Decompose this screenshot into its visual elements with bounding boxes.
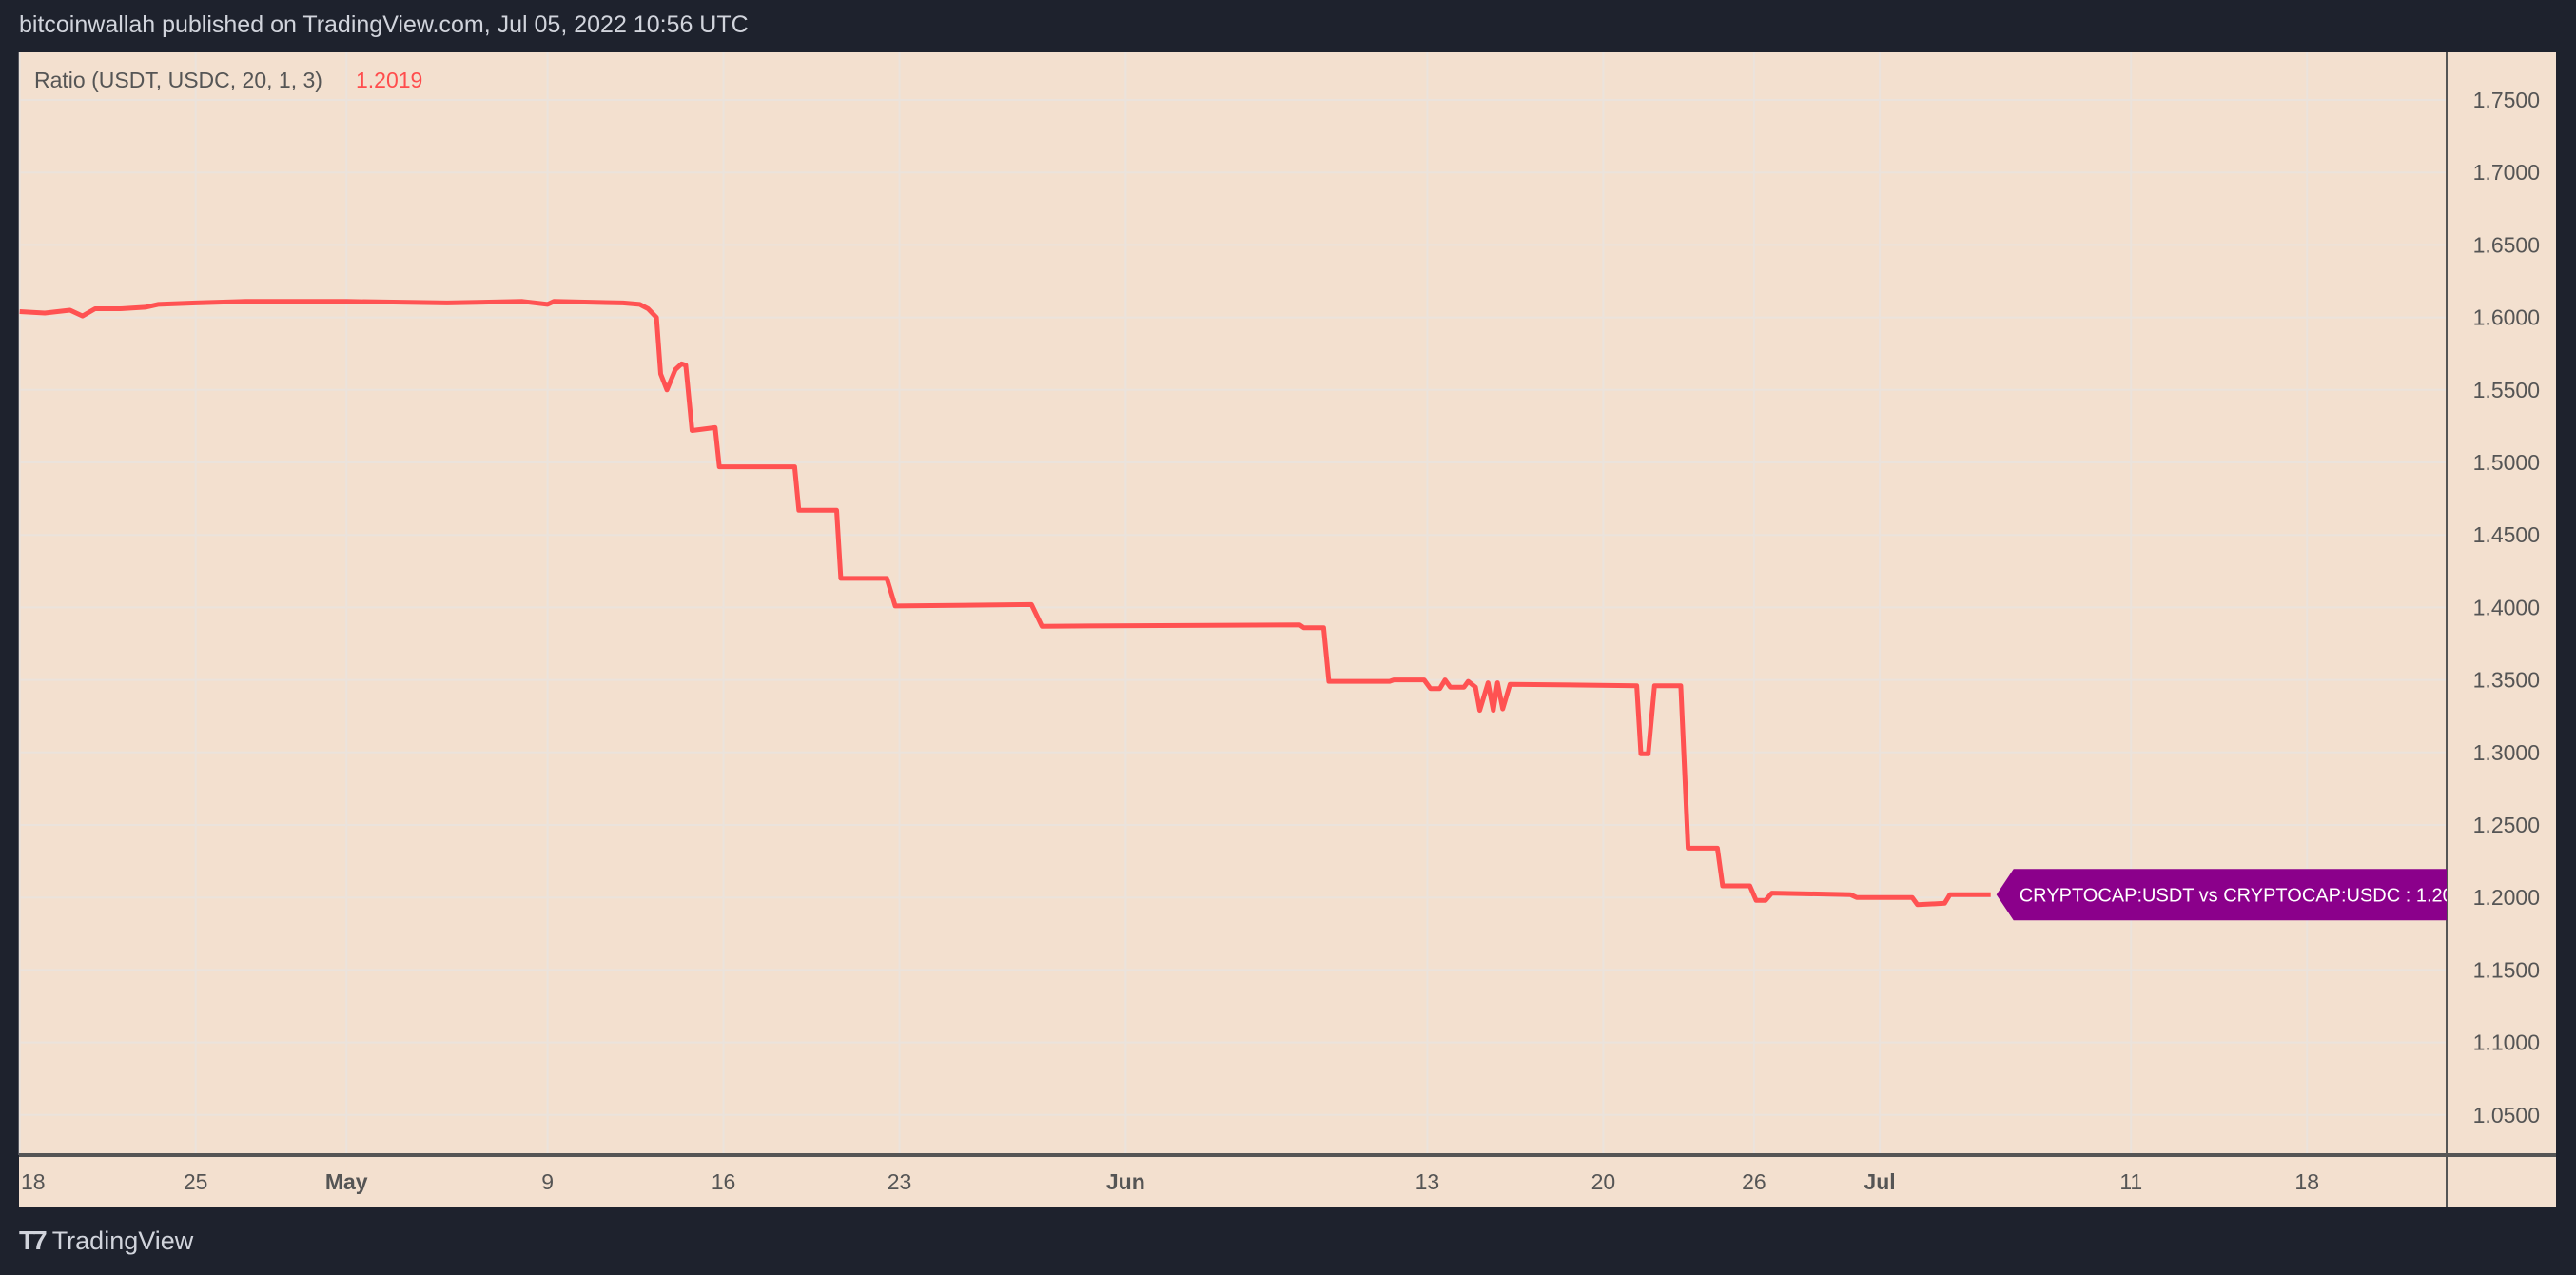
y-tick-label: 1.3500 xyxy=(2473,668,2540,693)
x-tick-label: Jul xyxy=(1864,1169,1895,1194)
price-label-text: CRYPTOCAP:USDT vs CRYPTOCAP:USDC : 1.201… xyxy=(2020,885,2474,906)
price-axis: 1.7500 1.7000 1.6500 1.6000 1.5500 1.5000 1.45… xyxy=(2473,88,2540,1128)
chart-background xyxy=(19,52,2556,1207)
x-tick-label: 20 xyxy=(1591,1169,1616,1194)
gridlines xyxy=(18,52,2447,1155)
x-tick-label: 26 xyxy=(1742,1169,1766,1194)
x-tick-label: 23 xyxy=(888,1169,912,1194)
indicator-value: 1.2019 xyxy=(356,68,422,92)
y-tick-label: 1.7500 xyxy=(2473,88,2540,112)
x-tick-label: 11 xyxy=(2119,1169,2142,1194)
y-tick-label: 1.7000 xyxy=(2473,160,2540,185)
publish-header: bitcoinwallah published on TradingView.c… xyxy=(19,11,749,38)
y-tick-label: 1.5500 xyxy=(2473,378,2540,402)
x-tick-label: Jun xyxy=(1106,1169,1145,1194)
x-tick-label: 25 xyxy=(184,1169,208,1194)
y-tick-label: 1.6000 xyxy=(2473,305,2540,330)
y-tick-label: 1.1500 xyxy=(2473,957,2540,982)
x-tick-label: 18 xyxy=(2294,1169,2319,1194)
footer: T7 TradingView xyxy=(19,1226,193,1256)
indicator-label[interactable]: Ratio (USDT, USDC, 20, 1, 3) xyxy=(34,68,322,92)
y-tick-label: 1.6500 xyxy=(2473,232,2540,257)
y-tick-label: 1.4500 xyxy=(2473,522,2540,547)
price-label-badge: CRYPTOCAP:USDT vs CRYPTOCAP:USDC : 1.201… xyxy=(1996,869,2474,921)
y-tick-label: 1.2500 xyxy=(2473,813,2540,837)
y-tick-label: 1.2000 xyxy=(2473,885,2540,910)
y-tick-label: 1.5000 xyxy=(2473,450,2540,475)
tradingview-logo-icon[interactable]: T7 xyxy=(19,1226,48,1255)
time-axis: 18 25 May 9 16 23 Jun 13 20 26 Jul 11 18 xyxy=(21,1169,2319,1194)
y-tick-label: 1.1000 xyxy=(2473,1030,2540,1055)
x-tick-label: 18 xyxy=(21,1169,46,1194)
x-tick-label: 16 xyxy=(712,1169,736,1194)
y-tick-label: 1.0500 xyxy=(2473,1103,2540,1128)
x-tick-label: 9 xyxy=(541,1169,554,1194)
x-tick-label: 13 xyxy=(1415,1169,1440,1194)
y-tick-label: 1.3000 xyxy=(2473,740,2540,765)
brand-name[interactable]: TradingView xyxy=(51,1226,194,1255)
y-tick-label: 1.4000 xyxy=(2473,595,2540,619)
price-label-box xyxy=(1996,869,2447,921)
x-tick-label: May xyxy=(325,1169,368,1194)
ratio-line xyxy=(19,299,1991,908)
